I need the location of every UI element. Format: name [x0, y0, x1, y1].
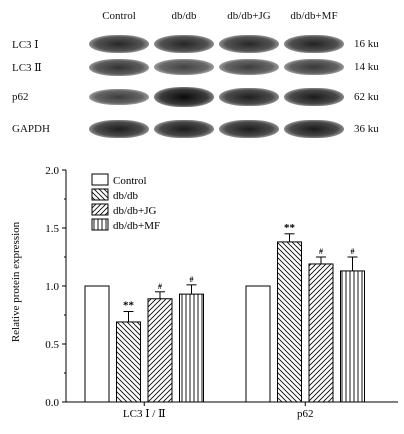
- significance-mark: **: [123, 300, 135, 312]
- legend-entry: Control: [113, 175, 147, 187]
- chart-bars: ** # # ** # #: [84, 222, 365, 403]
- blot-band: [89, 58, 149, 76]
- blot-size-label: 14 ku: [354, 61, 379, 73]
- bar: [340, 270, 365, 403]
- blot-band: [219, 119, 279, 139]
- blot-row-label: LC3 Ⅱ: [12, 62, 42, 74]
- blot-lane-label: db/db: [171, 10, 197, 22]
- x-tick-label: p62: [297, 408, 314, 420]
- blot-row-label: p62: [12, 91, 29, 103]
- legend-entry: db/db+JG: [113, 205, 157, 217]
- blot-band: [284, 87, 344, 107]
- bar: [308, 263, 334, 403]
- bar-chart: 0.0 0.5 1.0 1.5 2.0 LC3 Ⅰ / Ⅱ p62 ** # # ** # # Con…: [10, 165, 398, 420]
- legend-entry: db/db+MF: [113, 220, 160, 232]
- bar: [277, 241, 302, 403]
- blot-lane-label: db/db+JG: [227, 10, 271, 22]
- significance-mark: #: [319, 247, 323, 256]
- bar: [116, 321, 141, 403]
- blot-band: [89, 35, 149, 53]
- blot-band: [284, 119, 344, 139]
- legend-swatch: [91, 218, 109, 231]
- y-tick-label: 1.0: [45, 281, 59, 293]
- significance-mark: #: [190, 275, 194, 284]
- blot-band: [219, 35, 279, 53]
- blot-band: [154, 59, 214, 75]
- bar: [84, 285, 110, 403]
- blot-size-label: 62 ku: [354, 91, 379, 103]
- y-tick-label: 0.0: [45, 397, 59, 409]
- chart-legend: Control db/db db/db+JG db/db+MF: [91, 173, 160, 232]
- blot-band: [154, 87, 214, 107]
- y-axis-label: Relative protein expression: [10, 221, 22, 342]
- y-tick-label: 0.5: [45, 339, 59, 351]
- western-blot: Control db/db db/db+JG db/db+MF LC3 Ⅰ 16 ku L…: [0, 0, 404, 150]
- blot-row-label: GAPDH: [12, 123, 50, 135]
- blot-row-label: LC3 Ⅰ: [12, 39, 39, 51]
- x-tick-label: LC3 Ⅰ / Ⅱ: [123, 408, 166, 420]
- blot-band: [284, 34, 344, 54]
- legend-swatch: [91, 173, 109, 186]
- blot-band: [89, 119, 149, 139]
- blot-band: [284, 58, 344, 76]
- blot-lane-label: Control: [102, 10, 136, 22]
- blot-size-label: 36 ku: [354, 123, 379, 135]
- blot-band: [89, 88, 149, 106]
- y-tick-label: 1.5: [45, 223, 59, 235]
- legend-entry: db/db: [113, 190, 139, 202]
- significance-mark: **: [284, 222, 296, 234]
- legend-swatch: [91, 203, 109, 216]
- y-tick-label: 2.0: [45, 165, 59, 177]
- blot-band: [219, 58, 279, 76]
- bar: [179, 293, 204, 403]
- significance-mark: #: [158, 282, 162, 291]
- blot-size-label: 16 ku: [354, 38, 379, 50]
- bar: [245, 285, 271, 403]
- significance-mark: #: [351, 247, 355, 256]
- bar: [147, 298, 173, 403]
- legend-swatch: [91, 188, 109, 201]
- blot-band: [154, 35, 214, 53]
- blot-band: [219, 87, 279, 107]
- blot-band: [154, 119, 214, 139]
- blot-lane-label: db/db+MF: [290, 10, 338, 22]
